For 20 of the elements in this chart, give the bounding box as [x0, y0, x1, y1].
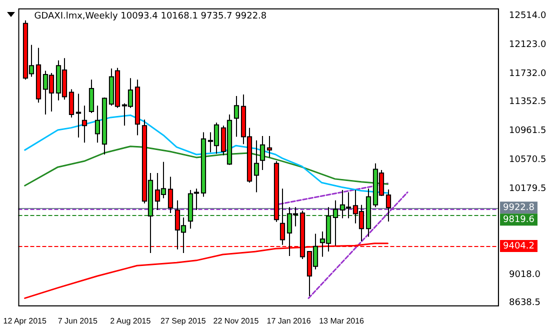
chart-title: GDAXI.lmx,Weekly 10093.4 10168.1 9735.7 9922.8 — [34, 12, 267, 22]
ref-line-label: 9404.2 — [503, 241, 534, 252]
y-tick-label: 9018.0 — [509, 270, 541, 280]
ref-line-label: 9819.6 — [503, 214, 535, 225]
x-tick-label: 17 Jan 2016 — [266, 316, 312, 326]
y-tick-label: 11732.0 — [509, 68, 546, 79]
y-tick-label: 10961.5 — [509, 126, 546, 136]
ref-line-label: 9922.8 — [503, 202, 535, 213]
x-tick-label: 7 Jun 2015 — [58, 316, 98, 326]
x-tick-label: 13 Mar 2016 — [319, 316, 365, 326]
y-tick-label: 10179.5 — [509, 184, 546, 194]
y-tick-label: 12123.0 — [509, 40, 546, 50]
x-tick-label: 27 Sep 2015 — [160, 316, 206, 326]
y-tick-label: 12514.0 — [509, 11, 546, 22]
x-tick-label: 12 Apr 2015 — [3, 316, 47, 326]
y-tick-label: 8638.5 — [509, 298, 540, 308]
x-tick-label: 2 Aug 2015 — [110, 316, 152, 326]
y-tick-label: 10570.5 — [509, 154, 546, 165]
x-tick-label: 22 Nov 2015 — [213, 316, 260, 326]
y-tick-label: 11352.5 — [509, 97, 546, 108]
